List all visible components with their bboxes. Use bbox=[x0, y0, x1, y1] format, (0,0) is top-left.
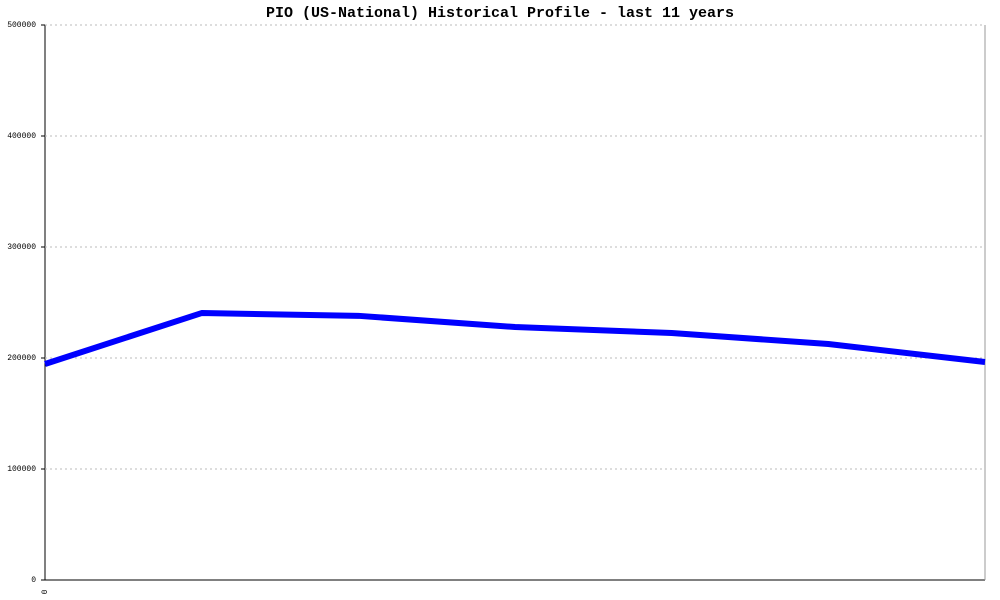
y-tick-label: 100000 bbox=[7, 465, 36, 474]
chart-title: PIO (US-National) Historical Profile - l… bbox=[266, 5, 734, 22]
y-tick-label: 0 bbox=[31, 576, 36, 585]
y-tick-label: 200000 bbox=[7, 354, 36, 363]
y-tick-label: 300000 bbox=[7, 243, 36, 252]
x-tick-label: 0 bbox=[41, 589, 50, 594]
y-tick-label: 500000 bbox=[7, 21, 36, 30]
y-tick-label: 400000 bbox=[7, 132, 36, 141]
data-line bbox=[44, 310, 986, 367]
